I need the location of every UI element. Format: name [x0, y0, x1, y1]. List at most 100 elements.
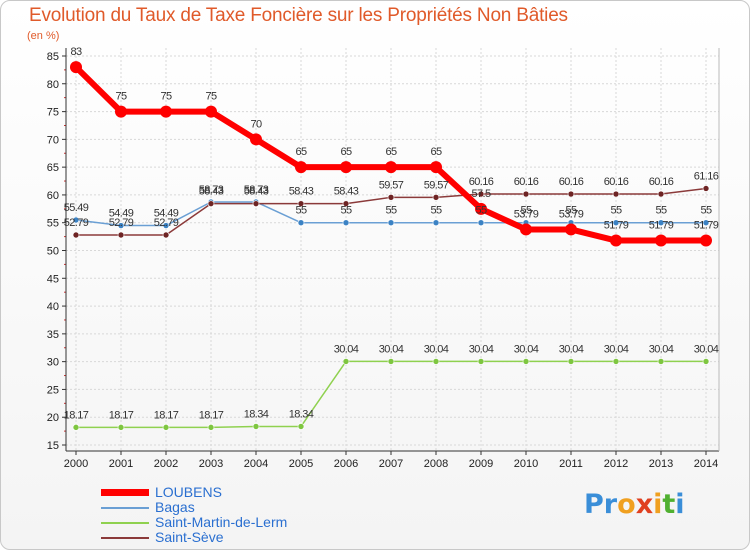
data-point-loubens	[655, 234, 667, 247]
data-label-bagas: 55	[430, 205, 442, 217]
data-point-loubens	[295, 161, 307, 174]
x-tick-label: 2009	[469, 458, 493, 470]
data-label-saint-s-ve: 58.43	[199, 186, 224, 198]
legend-item-loubens[interactable]: LOUBENS	[101, 484, 361, 500]
x-tick-label: 2013	[649, 458, 673, 470]
x-tick-label: 2000	[64, 458, 88, 470]
data-label-loubens: 75	[115, 91, 127, 103]
data-label-saint-martin-de-lerm: 30.04	[694, 343, 719, 355]
logo-letter: r	[603, 489, 618, 520]
y-tick-label: 80	[47, 79, 59, 91]
data-point-bagas	[657, 219, 665, 227]
legend-item-saint-martin-de-lerm[interactable]: Saint-Martin-de-Lerm	[101, 514, 361, 530]
data-label-loubens: 51.79	[649, 220, 674, 232]
legend-label-saint-seve: Saint-Sève	[155, 529, 224, 545]
axes: 15 20 25 30 35 40 45 50 55 60 65 70 75 80 85 2000 2001 20…	[47, 48, 720, 470]
data-label-saint-s-ve: 58.43	[334, 186, 359, 198]
data-label-saint-martin-de-lerm: 18.34	[244, 408, 269, 420]
data-point-bagas	[117, 222, 125, 229]
data-label-bagas: 55	[295, 205, 307, 217]
x-tick-label: 2011	[559, 458, 583, 470]
data-label-bagas: 55	[340, 205, 352, 217]
data-point-saint-s-ve	[522, 190, 530, 198]
data-point-bagas	[477, 219, 485, 227]
y-tick-label: 65	[47, 162, 59, 174]
logo-letter: o	[617, 489, 636, 520]
data-label-saint-martin-de-lerm: 18.34	[289, 408, 314, 420]
x-tick-label: 2007	[379, 458, 403, 470]
data-point-saint-martin-de-lerm	[612, 358, 620, 365]
data-label-loubens: 53.79	[559, 208, 584, 220]
data-point-saint-martin-de-lerm	[342, 358, 350, 365]
legend-item-saint-seve[interactable]: Saint-Sève	[101, 529, 361, 545]
logo-letter: i	[653, 489, 663, 520]
legend-label-saint-martin-de-lerm: Saint-Martin-de-Lerm	[155, 514, 288, 530]
data-point-saint-martin-de-lerm	[657, 358, 665, 365]
data-point-bagas	[342, 219, 350, 227]
data-label-bagas: 54.49	[154, 208, 179, 220]
data-label-bagas: 55.49	[64, 202, 89, 214]
chart-title: Evolution du Taux de Taxe Foncière sur l…	[29, 5, 568, 26]
y-tick-label: 85	[47, 51, 59, 63]
logo-letter: P	[584, 489, 604, 520]
x-tick-label: 2005	[289, 458, 313, 470]
data-labels-layer: 18.17 18.17 18.17 18.17 18.34 18.34 30.04 30.04…	[64, 46, 720, 421]
logo-letter: t	[662, 489, 676, 520]
data-label-saint-s-ve: 52.79	[109, 217, 134, 229]
data-point-loubens	[70, 61, 82, 74]
data-label-saint-s-ve: 60.16	[649, 176, 674, 188]
data-label-saint-s-ve: 60.16	[514, 176, 539, 188]
data-label-saint-martin-de-lerm: 30.04	[424, 343, 449, 355]
data-point-saint-s-ve	[657, 190, 665, 198]
data-point-saint-s-ve	[567, 190, 575, 198]
x-tick-label: 2010	[514, 458, 538, 470]
data-point-saint-martin-de-lerm	[522, 358, 530, 365]
data-point-bagas	[297, 219, 305, 227]
data-point-saint-s-ve	[387, 194, 395, 201]
data-point-bagas	[162, 222, 170, 229]
data-point-saint-martin-de-lerm	[297, 423, 305, 430]
data-point-saint-s-ve	[252, 200, 260, 207]
data-point-saint-martin-de-lerm	[567, 358, 575, 365]
data-label-loubens: 75	[205, 91, 217, 103]
data-point-saint-martin-de-lerm	[162, 424, 170, 431]
data-label-saint-martin-de-lerm: 30.04	[379, 343, 404, 355]
y-tick-label: 60	[47, 190, 59, 202]
data-label-bagas: 58.73	[244, 184, 269, 196]
data-point-loubens	[340, 161, 352, 174]
legend-swatch-saint-seve	[101, 537, 149, 539]
data-point-bagas	[387, 219, 395, 227]
data-point-loubens	[520, 223, 532, 236]
data-label-saint-martin-de-lerm: 30.04	[514, 343, 539, 355]
data-point-saint-martin-de-lerm	[252, 423, 260, 430]
data-label-loubens: 65	[340, 146, 352, 158]
legend-label-bagas: Bagas	[155, 499, 195, 515]
data-label-loubens: 53.79	[514, 208, 539, 220]
data-label-saint-s-ve: 58.43	[289, 186, 314, 198]
data-label-loubens: 75	[160, 91, 172, 103]
data-point-saint-s-ve	[432, 194, 440, 201]
data-label-loubens: 51.79	[694, 220, 719, 232]
data-point-loubens	[160, 105, 172, 118]
data-label-saint-martin-de-lerm: 30.04	[559, 343, 584, 355]
data-label-loubens: 65	[430, 146, 442, 158]
data-point-loubens	[430, 161, 442, 174]
logo-letter: x	[635, 489, 654, 520]
data-point-saint-martin-de-lerm	[72, 424, 80, 431]
y-tick-label: 20	[47, 412, 59, 424]
data-point-loubens	[205, 105, 217, 118]
data-label-bagas: 55	[655, 205, 667, 217]
legend-item-bagas[interactable]: Bagas	[101, 499, 361, 515]
data-point-saint-s-ve	[207, 200, 215, 207]
legend-label-loubens: LOUBENS	[155, 484, 222, 500]
logo-letter: i	[675, 489, 685, 520]
data-label-loubens: 65	[295, 146, 307, 158]
data-label-loubens: 65	[385, 146, 397, 158]
data-point-saint-s-ve	[72, 231, 80, 239]
data-point-saint-s-ve	[702, 185, 710, 192]
data-label-saint-s-ve: 59.57	[424, 179, 449, 191]
data-label-saint-s-ve: 60.16	[559, 176, 584, 188]
data-point-bagas	[612, 219, 620, 227]
